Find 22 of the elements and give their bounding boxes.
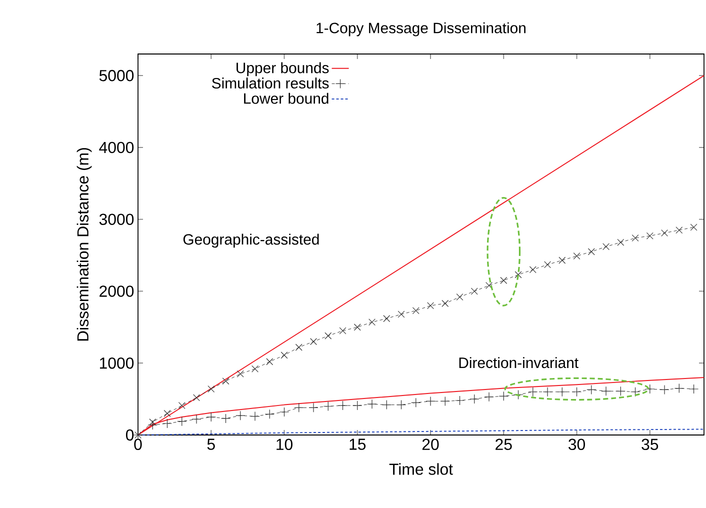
x-tick-label: 0 [134, 438, 142, 450]
legend-label: Simulation results [212, 78, 329, 89]
x-tick-label: 25 [496, 438, 512, 450]
annotation: Geographic-assisted [183, 234, 319, 248]
y-tick-label: 4000 [99, 142, 134, 154]
y-tick-label: 1000 [100, 357, 134, 369]
x-tick-label: 35 [642, 438, 658, 450]
annotation: Direction-invariant [459, 357, 578, 368]
y-tick-label: 3000 [99, 214, 134, 225]
y-tick-label: 2000 [100, 286, 134, 297]
x-tick-label: 5 [207, 438, 215, 450]
y-tick-label: 5000 [99, 70, 134, 82]
x-tick-label: 30 [568, 438, 585, 450]
x-tick-label: 15 [350, 438, 366, 450]
x-tick-label: 10 [276, 438, 292, 450]
legend-label: Lower bound [244, 92, 328, 104]
x-axis-title: Time slot [389, 463, 453, 475]
y-tick-label: 0 [126, 429, 134, 441]
legend-label: Upper bounds [236, 62, 329, 76]
y-axis-title: Dissemination Distance (m) [76, 148, 92, 341]
x-tick-label: 20 [422, 438, 439, 450]
chart-title: 1-Copy Message Dissemination [316, 22, 526, 36]
